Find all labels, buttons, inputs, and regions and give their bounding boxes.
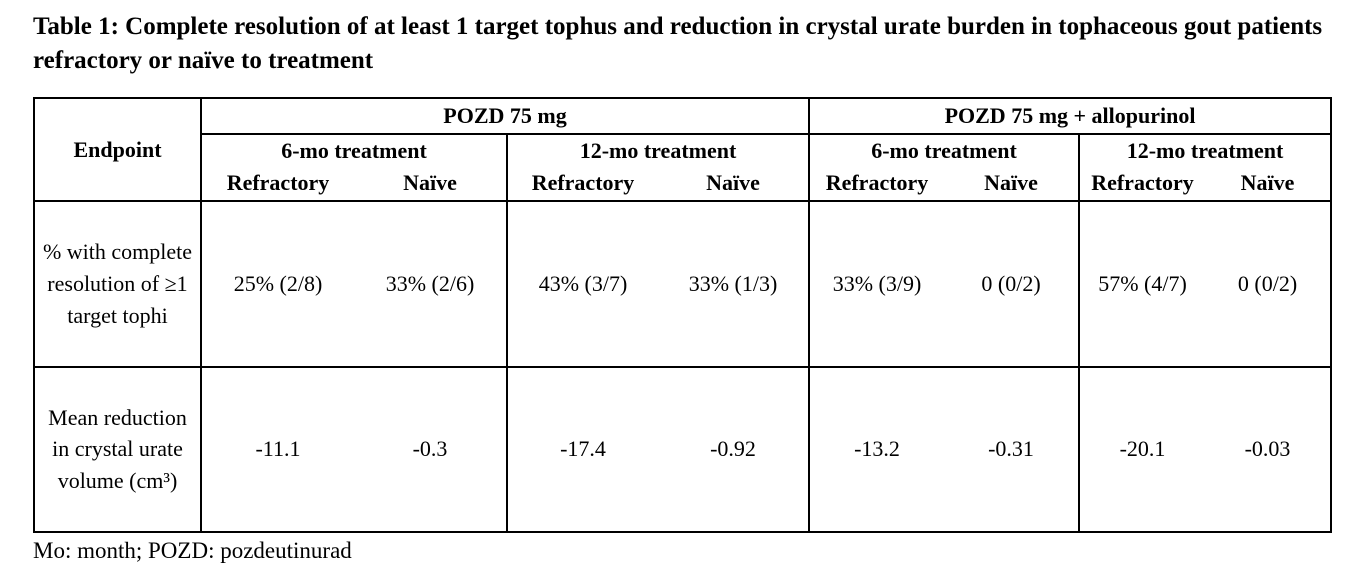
table-row-resolution: % with complete resolution of ≥1 target … [34, 200, 1332, 368]
data-cell: -13.2 [809, 366, 945, 533]
data-cell: -0.31 [944, 366, 1081, 533]
data-cell: 0 (0/2) [1205, 200, 1332, 368]
table-caption: Table 1: Complete resolution of at least… [33, 13, 1323, 74]
table-footnote: Mo: month; POZD: pozdeutinurad [33, 537, 352, 563]
subgroup-header-6mo: 6-mo treatment [809, 134, 1081, 167]
data-cell: -0.92 [658, 366, 811, 533]
data-cell: 33% (1/3) [658, 200, 811, 368]
data-cell: 33% (2/6) [354, 200, 508, 368]
group-header-pozd-allopurinol: POZD 75 mg + allopurinol [809, 97, 1332, 135]
data-cell: 0 (0/2) [944, 200, 1081, 368]
column-header-naive: Naïve [1205, 166, 1332, 202]
data-cell: 43% (3/7) [507, 200, 658, 368]
column-header-refractory: Refractory [201, 166, 354, 202]
data-cell: 33% (3/9) [809, 200, 945, 368]
endpoint-cell: % with complete resolution of ≥1 target … [34, 200, 202, 368]
column-header-row: Refractory Naïve Refractory Naïve Refrac… [34, 166, 1332, 202]
subgroup-header-12mo: 12-mo treatment [507, 134, 811, 167]
column-header-refractory: Refractory [507, 166, 658, 202]
group-header-pozd: POZD 75 mg [201, 97, 811, 135]
endpoint-column-header: Endpoint [34, 97, 202, 202]
data-cell: 25% (2/8) [201, 200, 354, 368]
column-header-refractory: Refractory [809, 166, 945, 202]
data-cell: -0.03 [1205, 366, 1332, 533]
column-header-naive: Naïve [944, 166, 1081, 202]
data-cell: -11.1 [201, 366, 354, 533]
data-cell: -0.3 [354, 366, 508, 533]
column-header-naive: Naïve [658, 166, 811, 202]
subgroup-header-6mo: 6-mo treatment [201, 134, 508, 167]
data-cell: -20.1 [1079, 366, 1206, 533]
endpoint-cell: Mean reduction in crystal urate volume (… [34, 366, 202, 533]
subgroup-header-row: 6-mo treatment 12-mo treatment 6-mo trea… [34, 134, 1331, 167]
table-row-urate-volume: Mean reduction in crystal urate volume (… [34, 366, 1332, 533]
data-cell: -17.4 [507, 366, 658, 533]
data-cell: 57% (4/7) [1079, 200, 1206, 368]
column-header-naive: Naïve [354, 166, 508, 202]
results-table: Endpoint POZD 75 mg POZD 75 mg + allopur… [33, 97, 1333, 533]
column-header-refractory: Refractory [1079, 166, 1206, 202]
group-header-row: Endpoint POZD 75 mg POZD 75 mg + allopur… [34, 97, 1332, 202]
subgroup-header-12mo: 12-mo treatment [1126, 138, 1284, 163]
